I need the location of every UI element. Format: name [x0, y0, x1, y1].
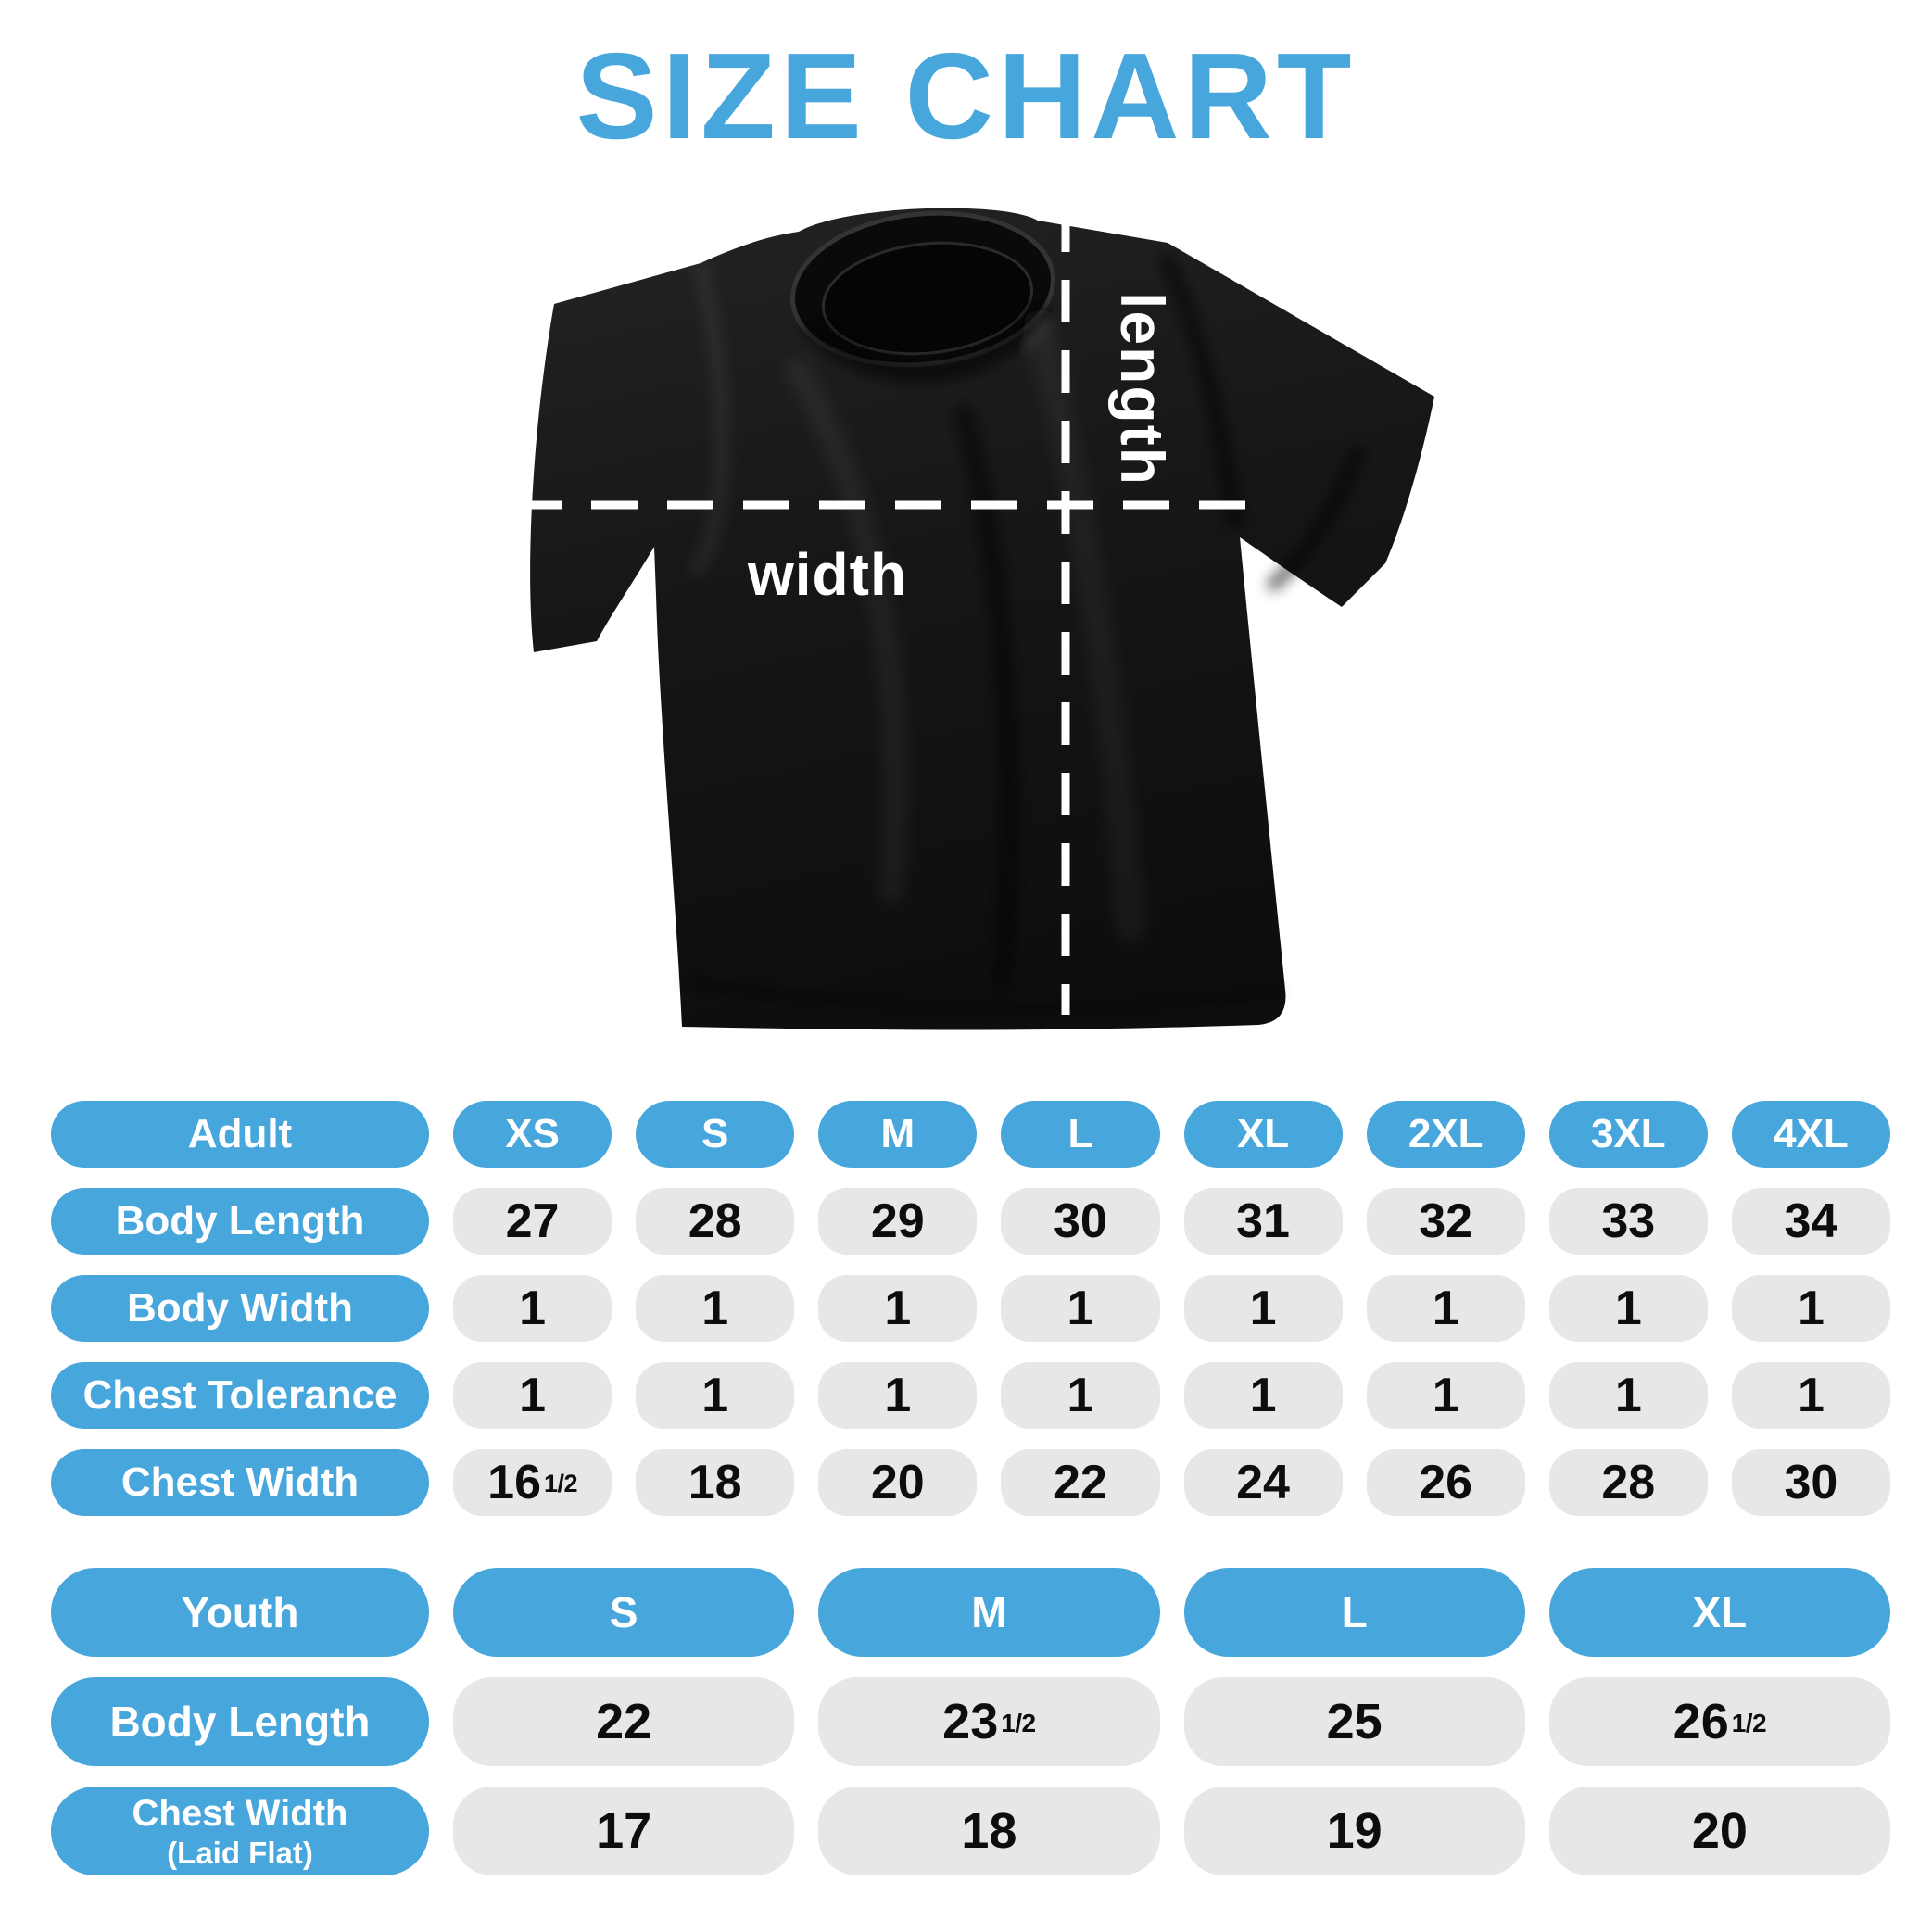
length-label: length: [1108, 292, 1177, 486]
youth-header-l: L: [1183, 1568, 1525, 1657]
adult-value-cell: 18: [636, 1449, 795, 1516]
adult-header-xl: XL: [1183, 1101, 1343, 1168]
adult-value-cell: 1: [1001, 1362, 1160, 1429]
adult-value-cell: 26: [1366, 1449, 1525, 1516]
youth-value-cell: 20: [1548, 1787, 1890, 1875]
adult-header-4xl: 4XL: [1731, 1101, 1890, 1168]
adult-value-cell: 27: [453, 1188, 612, 1255]
adult-value-cell: 1: [1548, 1275, 1708, 1342]
adult-value-cell: 1: [1731, 1275, 1890, 1342]
youth-value-cell: 19: [1183, 1787, 1525, 1875]
youth-value-cell: 23 1/2: [818, 1677, 1160, 1766]
youth-header-m: M: [818, 1568, 1160, 1657]
youth-header-youth: Youth: [51, 1568, 429, 1657]
adult-value-cell: 29: [818, 1188, 978, 1255]
youth-value-cell: 26 1/2: [1548, 1677, 1890, 1766]
adult-header-m: M: [818, 1101, 978, 1168]
adult-header-s: S: [636, 1101, 795, 1168]
adult-value-cell: 28: [636, 1188, 795, 1255]
tshirt-diagram: length width: [515, 176, 1446, 1056]
tshirt-collar-inner: [821, 241, 1034, 356]
adult-header-adult: Adult: [51, 1101, 429, 1168]
adult-value-cell: 34: [1731, 1188, 1890, 1255]
youth-value-cell: 18: [818, 1787, 1160, 1875]
adult-value-cell: 20: [818, 1449, 978, 1516]
youth-row-label: Chest Width (Laid Flat): [51, 1787, 429, 1875]
adult-value-cell: 33: [1548, 1188, 1708, 1255]
adult-header-2xl: 2XL: [1366, 1101, 1525, 1168]
tshirt-wrinkles: [686, 253, 1365, 1013]
tshirt-illustration: length width: [515, 208, 1434, 1030]
youth-header-s: S: [453, 1568, 795, 1657]
adult-value-cell: 32: [1366, 1188, 1525, 1255]
adult-header-l: L: [1001, 1101, 1160, 1168]
page-title: SIZE CHART: [575, 28, 1357, 164]
adult-value-cell: 1: [453, 1362, 612, 1429]
adult-value-cell: 28: [1548, 1449, 1708, 1516]
adult-row-label: Body Length: [51, 1188, 429, 1255]
adult-value-cell: 1: [1366, 1362, 1525, 1429]
youth-size-table: Youth S M L XL Body Length 22 23 1/2 25 26 1/2 Chest…: [51, 1568, 1890, 1875]
adult-value-cell: 22: [1001, 1449, 1160, 1516]
adult-value-cell: 1: [1366, 1275, 1525, 1342]
adult-value-cell: 1: [1548, 1362, 1708, 1429]
adult-value-cell: 1: [636, 1362, 795, 1429]
youth-value-cell: 22: [453, 1677, 795, 1766]
adult-header-3xl: 3XL: [1548, 1101, 1708, 1168]
adult-value-cell: 30: [1001, 1188, 1160, 1255]
adult-value-cell: 1: [636, 1275, 795, 1342]
adult-value-cell: 16 1/2: [453, 1449, 612, 1516]
adult-row-label: Body Width: [51, 1275, 429, 1342]
adult-value-cell: 1: [818, 1275, 978, 1342]
adult-value-cell: 1: [818, 1362, 978, 1429]
youth-header-xl: XL: [1548, 1568, 1890, 1657]
adult-value-cell: 31: [1183, 1188, 1343, 1255]
adult-row-label: Chest Tolerance: [51, 1362, 429, 1429]
adult-value-cell: 1: [1001, 1275, 1160, 1342]
youth-value-cell: 17: [453, 1787, 795, 1875]
youth-value-cell: 25: [1183, 1677, 1525, 1766]
adult-header-xs: XS: [453, 1101, 612, 1168]
adult-row-label: Chest Width: [51, 1449, 429, 1516]
adult-value-cell: 1: [1183, 1362, 1343, 1429]
adult-value-cell: 1: [1731, 1362, 1890, 1429]
adult-value-cell: 30: [1731, 1449, 1890, 1516]
adult-value-cell: 1: [453, 1275, 612, 1342]
adult-value-cell: 24: [1183, 1449, 1343, 1516]
adult-value-cell: 1: [1183, 1275, 1343, 1342]
adult-size-table: Adult XS S M L XL 2XL 3XL 4XL Body Length 27 28 29 30…: [51, 1101, 1890, 1516]
width-label: width: [747, 541, 907, 608]
youth-row-label: Body Length: [51, 1677, 429, 1766]
